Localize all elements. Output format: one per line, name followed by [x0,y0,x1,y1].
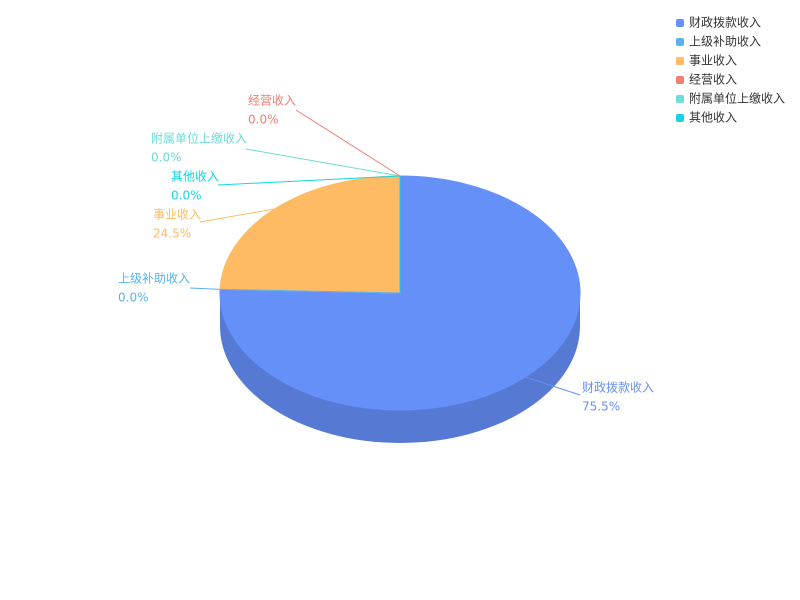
legend-label: 经营收入 [689,73,737,87]
slice [219,175,401,294]
slice-label: 事业收入 [153,208,201,222]
legend-label: 事业收入 [689,54,737,68]
slice-value-label: 0.0% [171,189,202,203]
leader-line [189,287,221,290]
slice-value-label: 0.0% [118,291,149,305]
leader-line [295,109,401,177]
slice-label: 上级补助收入 [118,272,190,286]
leader-line [199,208,275,223]
legend-swatch [676,76,684,84]
leader-line [245,148,401,177]
leader-line [525,376,581,396]
slice-label: 附属单位上缴收入 [151,131,247,146]
slice [220,288,401,294]
legend-swatch [676,19,684,27]
slice-label: 经营收入 [248,94,296,108]
slice-value-label: 0.0% [248,113,279,127]
legend-label: 附属单位上缴收入 [689,91,785,106]
slice-side [220,293,580,443]
legend-swatch [676,57,684,65]
legend-label: 财政拨款收入 [689,16,761,30]
slice-label: 财政拨款收入 [582,381,654,395]
leader-line [217,175,401,186]
slice-value-label: 0.0% [151,151,182,165]
legend-label: 其他收入 [689,111,737,125]
legend-swatch [676,38,684,46]
slice-value-label: 24.5% [153,227,191,241]
legend-swatch [676,95,684,103]
slice-label: 其他收入 [171,170,219,184]
slice-value-label: 75.5% [582,400,620,414]
legend-label: 上级补助收入 [689,35,761,49]
legend-swatch [676,114,684,122]
